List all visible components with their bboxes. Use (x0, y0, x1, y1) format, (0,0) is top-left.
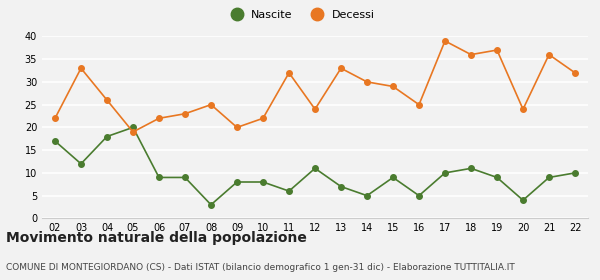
Nascite (259, 180, 266, 184)
Decessi (337, 67, 344, 70)
Decessi (130, 130, 137, 134)
Nascite (571, 171, 578, 175)
Nascite (467, 167, 475, 170)
Decessi (571, 71, 578, 74)
Decessi (520, 108, 527, 111)
Decessi (286, 71, 293, 74)
Nascite (311, 167, 319, 170)
Decessi (233, 126, 241, 129)
Nascite (77, 162, 85, 165)
Decessi (545, 53, 553, 56)
Nascite (52, 139, 59, 143)
Nascite (103, 135, 110, 138)
Text: Movimento naturale della popolazione: Movimento naturale della popolazione (6, 231, 307, 245)
Nascite (155, 176, 163, 179)
Nascite (493, 176, 500, 179)
Decessi (181, 112, 188, 115)
Decessi (442, 39, 449, 43)
Decessi (415, 103, 422, 106)
Decessi (389, 85, 397, 88)
Decessi (467, 53, 475, 56)
Nascite (337, 185, 344, 188)
Nascite (233, 180, 241, 184)
Legend: Nascite, Decessi: Nascite, Decessi (221, 6, 379, 24)
Decessi (155, 117, 163, 120)
Line: Nascite: Nascite (52, 125, 578, 207)
Nascite (208, 203, 215, 206)
Nascite (181, 176, 188, 179)
Nascite (520, 199, 527, 202)
Decessi (311, 108, 319, 111)
Decessi (52, 117, 59, 120)
Nascite (545, 176, 553, 179)
Nascite (364, 194, 371, 197)
Decessi (103, 99, 110, 102)
Decessi (364, 80, 371, 84)
Nascite (130, 126, 137, 129)
Decessi (208, 103, 215, 106)
Nascite (415, 194, 422, 197)
Line: Decessi: Decessi (52, 38, 578, 135)
Decessi (493, 48, 500, 52)
Decessi (77, 67, 85, 70)
Nascite (389, 176, 397, 179)
Nascite (286, 189, 293, 193)
Decessi (259, 117, 266, 120)
Nascite (442, 171, 449, 175)
Text: COMUNE DI MONTEGIORDANO (CS) - Dati ISTAT (bilancio demografico 1 gen-31 dic) - : COMUNE DI MONTEGIORDANO (CS) - Dati ISTA… (6, 263, 515, 272)
